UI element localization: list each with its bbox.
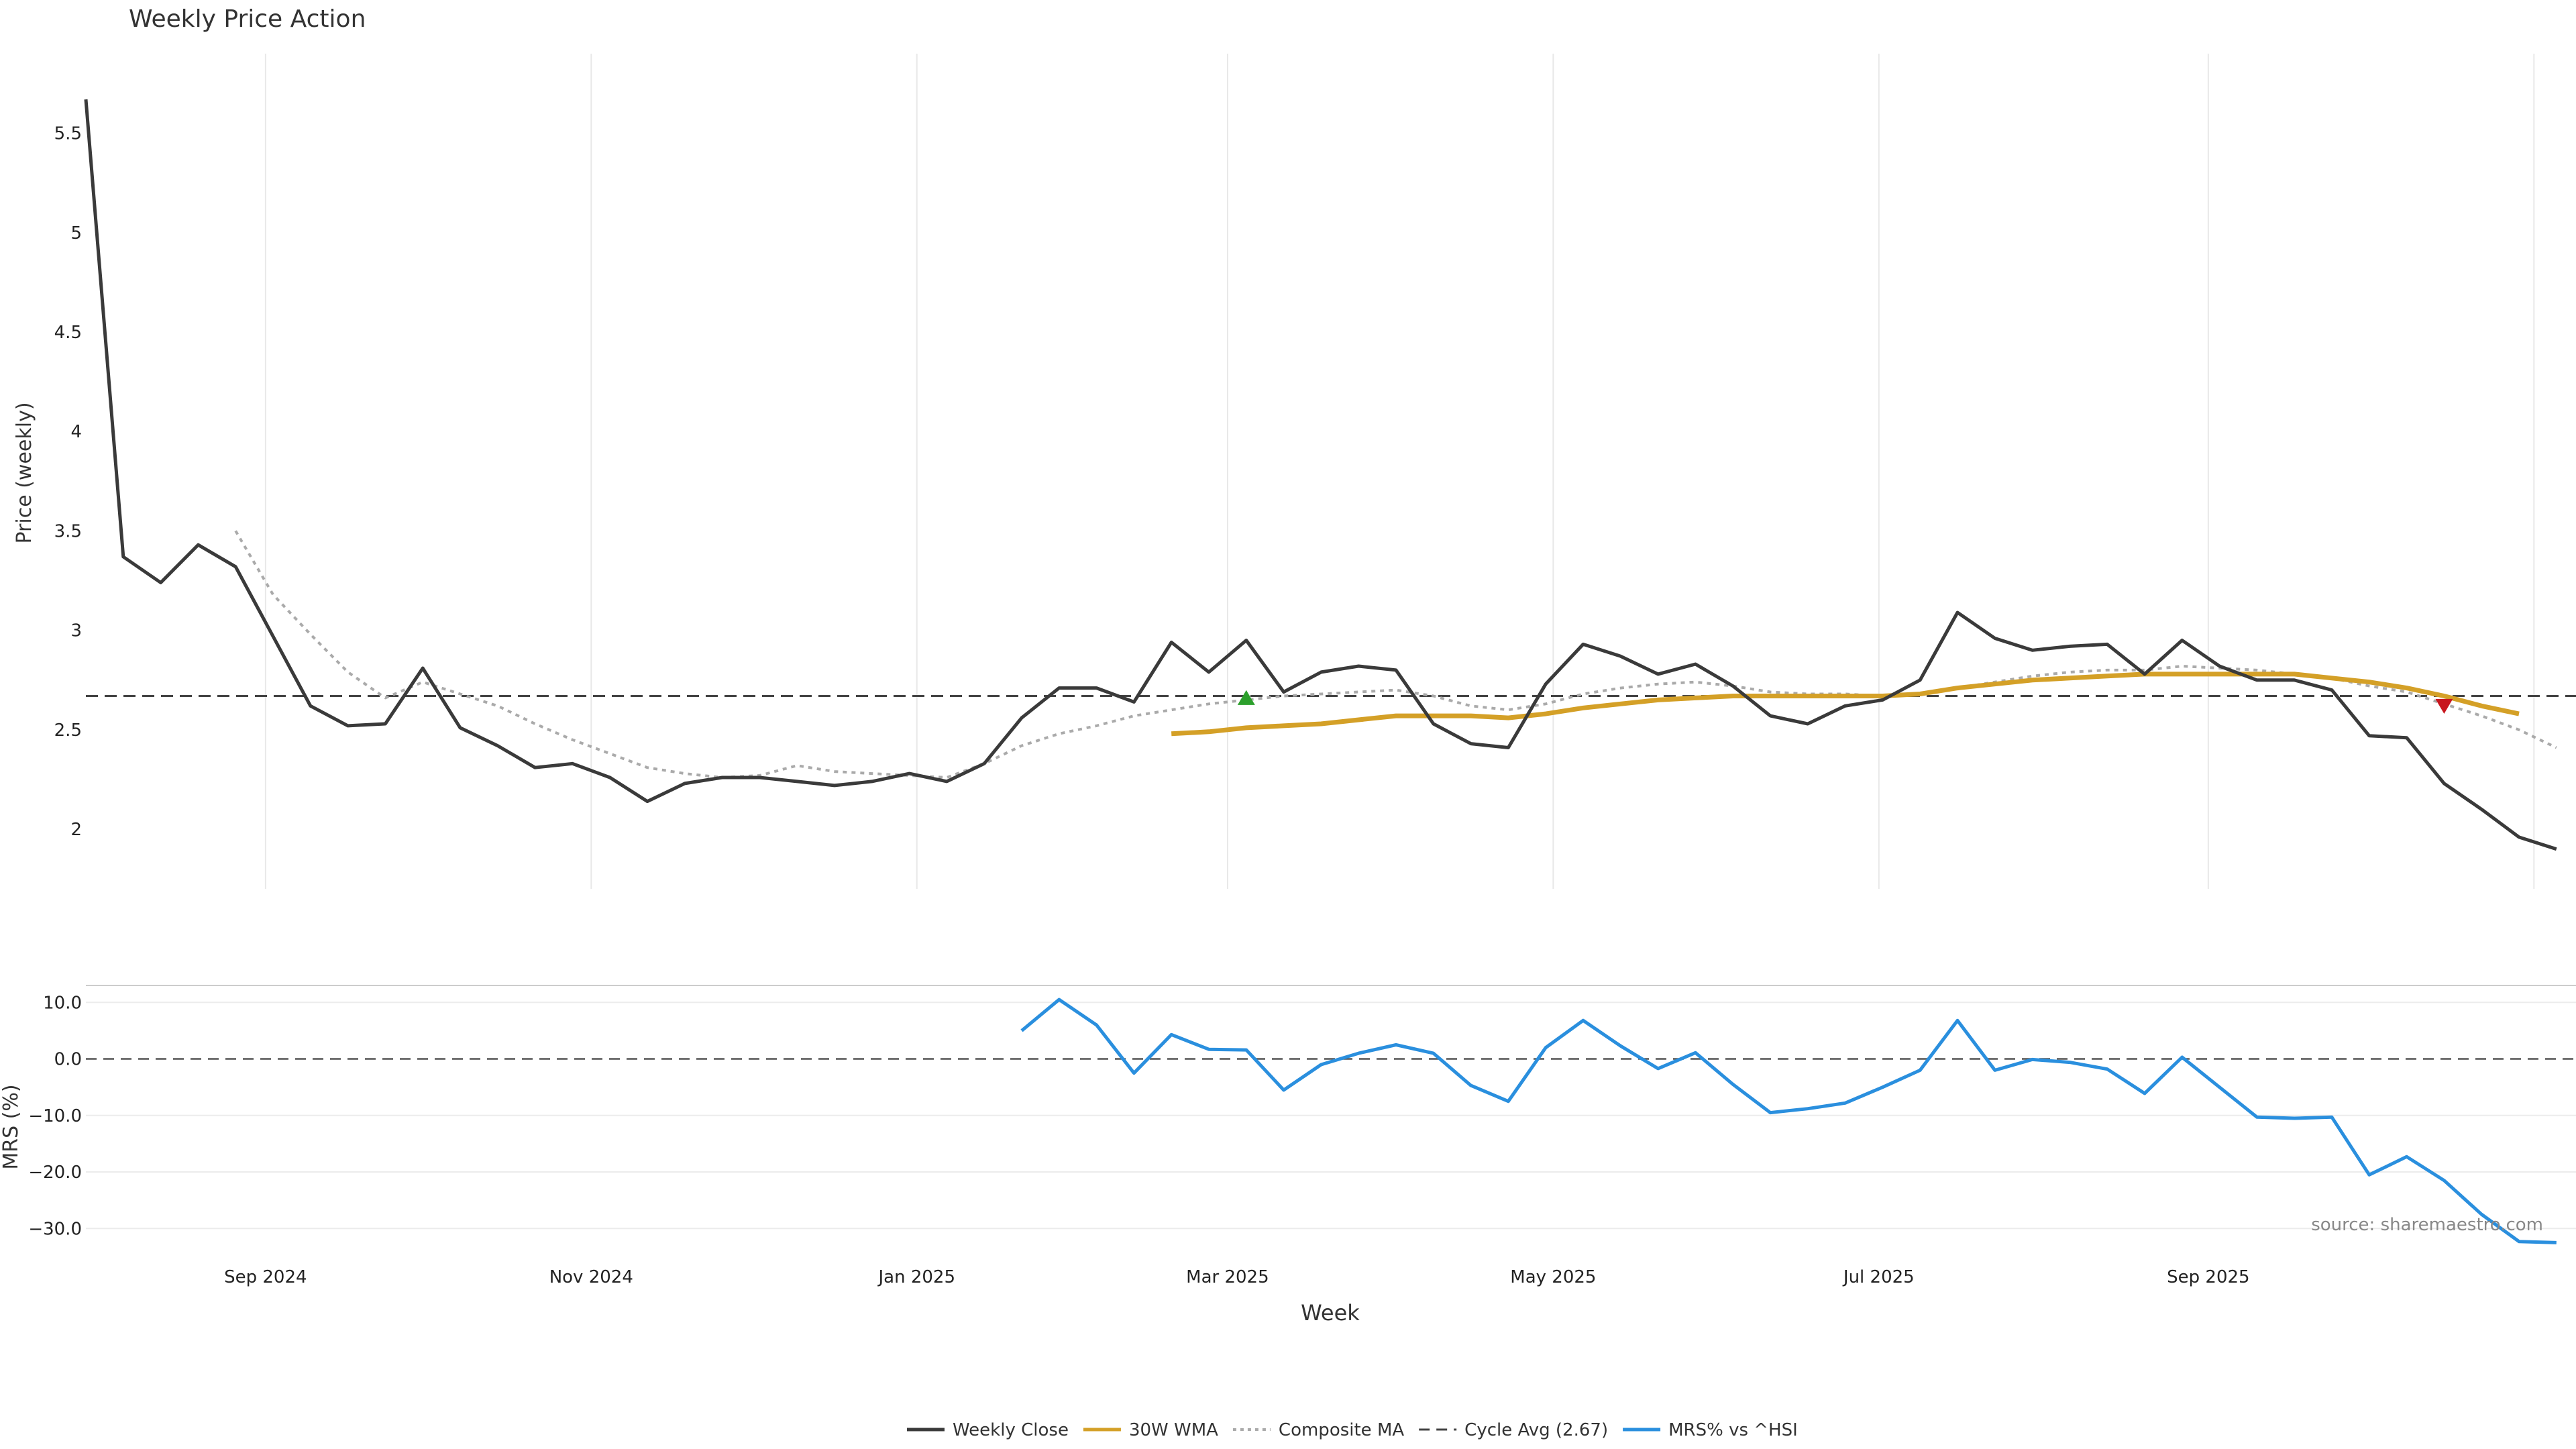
price-y-tick-label: 5 bbox=[70, 223, 82, 244]
x-tick-label: Sep 2024 bbox=[224, 1267, 307, 1287]
wma-30w-line bbox=[1171, 672, 2520, 737]
source-credit: source: sharemaestro.com bbox=[2311, 1215, 2543, 1235]
legend-label: Weekly Close bbox=[953, 1420, 1069, 1440]
x-tick-label: Nov 2024 bbox=[549, 1267, 633, 1287]
mrs-series bbox=[1020, 998, 2557, 1244]
x-tick-label: Jan 2025 bbox=[877, 1267, 956, 1287]
mrs-y-tick-label: −30.0 bbox=[28, 1219, 82, 1239]
x-tick-label: Sep 2025 bbox=[2167, 1267, 2249, 1287]
x-axis-ticks: Sep 2024 Nov 2024 Jan 2025 Mar 2025 May 2025… bbox=[224, 1267, 2249, 1287]
legend-label: MRS% vs ^HSI bbox=[1668, 1420, 1798, 1440]
price-y-tick-label: 3 bbox=[70, 621, 82, 641]
price-y-tick-label: 2.5 bbox=[54, 720, 82, 741]
signal-markers bbox=[1237, 690, 2453, 714]
mrs-line bbox=[1020, 998, 2557, 1244]
legend-label: Composite MA bbox=[1279, 1420, 1404, 1440]
mrs-y-axis-label: MRS (%) bbox=[0, 1084, 23, 1169]
mrs-y-tick-label: 10.0 bbox=[43, 993, 82, 1013]
price-y-ticks: 2 2.5 3 3.5 4 4.5 5 5.5 bbox=[54, 124, 82, 840]
legend-item: MRS% vs ^HSI bbox=[1623, 1420, 1798, 1440]
legend-item: Weekly Close bbox=[907, 1420, 1069, 1440]
legend: Weekly Close 30W WMA Composite MA Cycle Avg… bbox=[907, 1420, 1798, 1440]
x-tick-label: Mar 2025 bbox=[1186, 1267, 1269, 1287]
price-y-axis-label: Price (weekly) bbox=[13, 402, 36, 543]
buy-signal-marker bbox=[1237, 690, 1255, 705]
legend-item: 30W WMA bbox=[1083, 1420, 1218, 1440]
mrs-y-tick-label: −10.0 bbox=[28, 1106, 82, 1126]
price-y-tick-label: 4 bbox=[70, 422, 82, 442]
sell-signal-marker bbox=[2435, 698, 2453, 714]
price-y-tick-label: 2 bbox=[70, 820, 82, 840]
price-panel-grid bbox=[264, 54, 2535, 889]
legend-label: Cycle Avg (2.67) bbox=[1464, 1420, 1608, 1440]
legend-label: 30W WMA bbox=[1129, 1420, 1218, 1440]
price-y-tick-label: 3.5 bbox=[54, 521, 82, 541]
price-series bbox=[84, 99, 2576, 851]
mrs-panel-grid bbox=[86, 1002, 2576, 1230]
price-y-tick-label: 5.5 bbox=[54, 124, 82, 144]
mrs-y-tick-label: −20.0 bbox=[28, 1163, 82, 1183]
price-y-tick-label: 4.5 bbox=[54, 323, 82, 343]
chart-title: Weekly Price Action bbox=[129, 5, 366, 33]
weekly-close-line bbox=[84, 99, 2557, 851]
mrs-y-ticks: 10.0 0.0 −10.0 −20.0 −30.0 bbox=[28, 993, 82, 1239]
legend-item: Composite MA bbox=[1232, 1420, 1404, 1440]
x-tick-label: May 2025 bbox=[1510, 1267, 1596, 1287]
x-tick-label: Jul 2025 bbox=[1842, 1267, 1915, 1287]
composite-ma-line bbox=[234, 530, 2557, 779]
legend-item: Cycle Avg (2.67) bbox=[1419, 1420, 1608, 1440]
mrs-y-tick-label: 0.0 bbox=[54, 1050, 82, 1070]
x-axis-title: Week bbox=[1301, 1300, 1360, 1326]
